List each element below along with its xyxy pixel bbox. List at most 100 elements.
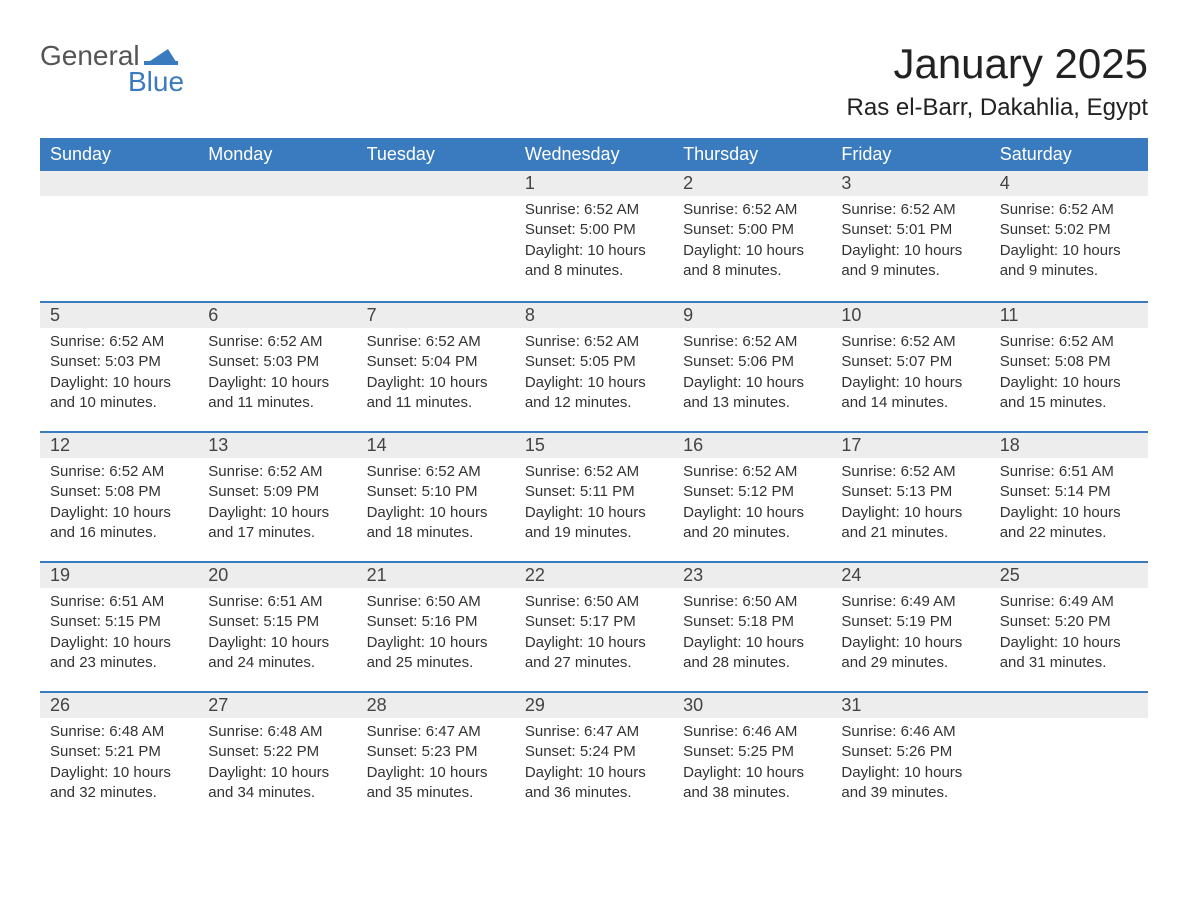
calendar-cell: 21Sunrise: 6:50 AMSunset: 5:16 PMDayligh… [357,561,515,691]
sunset-line: Sunset: 5:11 PM [525,482,663,502]
sunset-line: Sunset: 5:04 PM [367,352,505,372]
day-number: 13 [198,431,356,458]
calendar-cell: 9Sunrise: 6:52 AMSunset: 5:06 PMDaylight… [673,301,831,431]
day-number: 10 [831,301,989,328]
sunset-line: Sunset: 5:03 PM [50,352,188,372]
day-details: Sunrise: 6:52 AMSunset: 5:09 PMDaylight:… [198,458,356,551]
daylight-line: Daylight: 10 hours and 34 minutes. [208,763,346,804]
day-number: 16 [673,431,831,458]
day-number: 1 [515,171,673,196]
sunset-line: Sunset: 5:22 PM [208,742,346,762]
daylight-line: Daylight: 10 hours and 11 minutes. [208,373,346,414]
calendar-cell: 8Sunrise: 6:52 AMSunset: 5:05 PMDaylight… [515,301,673,431]
calendar-week-row: 1Sunrise: 6:52 AMSunset: 5:00 PMDaylight… [40,171,1148,301]
sunrise-line: Sunrise: 6:49 AM [841,592,979,612]
daylight-line: Daylight: 10 hours and 38 minutes. [683,763,821,804]
day-number: 2 [673,171,831,196]
sunset-line: Sunset: 5:03 PM [208,352,346,372]
sunset-line: Sunset: 5:17 PM [525,612,663,632]
sunset-line: Sunset: 5:13 PM [841,482,979,502]
calendar-cell: 25Sunrise: 6:49 AMSunset: 5:20 PMDayligh… [990,561,1148,691]
calendar-cell: 11Sunrise: 6:52 AMSunset: 5:08 PMDayligh… [990,301,1148,431]
daylight-line: Daylight: 10 hours and 23 minutes. [50,633,188,674]
calendar-cell: 28 Sunrise: 6:47 AMSunset: 5:23 PMDayligh… [357,691,515,821]
logo: General Blue [40,40,184,98]
sunrise-line: Sunrise: 6:52 AM [367,462,505,482]
sunset-line: Sunset: 5:24 PM [525,742,663,762]
sunrise-line: Sunrise: 6:48 AM [50,722,188,742]
day-details: Sunrise: 6:52 AMSunset: 5:06 PMDaylight:… [673,328,831,421]
sunrise-line: Sunrise: 6:52 AM [683,200,821,220]
day-number: 21 [357,561,515,588]
weekday-header: Sunday [40,138,198,171]
weekday-header: Thursday [673,138,831,171]
weekday-header: Wednesday [515,138,673,171]
sunrise-line: Sunrise: 6:52 AM [525,200,663,220]
day-details: Sunrise: 6:50 AMSunset: 5:16 PMDaylight:… [357,588,515,681]
sunrise-line: Sunrise: 6:51 AM [50,592,188,612]
daylight-line: Daylight: 10 hours and 11 minutes. [367,373,505,414]
calendar-cell: 10Sunrise: 6:52 AMSunset: 5:07 PMDayligh… [831,301,989,431]
calendar-cell: 4Sunrise: 6:52 AMSunset: 5:02 PMDaylight… [990,171,1148,301]
calendar-cell: 22Sunrise: 6:50 AMSunset: 5:17 PMDayligh… [515,561,673,691]
daylight-line: Daylight: 10 hours and 12 minutes. [525,373,663,414]
sunrise-line: Sunrise: 6:52 AM [841,200,979,220]
sunrise-line: Sunrise: 6:52 AM [367,332,505,352]
sunset-line: Sunset: 5:00 PM [525,220,663,240]
day-number: 12 [40,431,198,458]
day-number: 4 [990,171,1148,196]
calendar-week-row: 19Sunrise: 6:51 AMSunset: 5:15 PMDayligh… [40,561,1148,691]
day-number: 28 [357,691,515,718]
calendar-cell [40,171,198,301]
daylight-line: Daylight: 10 hours and 17 minutes. [208,503,346,544]
daylight-line: Daylight: 10 hours and 14 minutes. [841,373,979,414]
daylight-line: Daylight: 10 hours and 29 minutes. [841,633,979,674]
logo-word-general: General [40,40,140,72]
calendar-week-row: 26Sunrise: 6:48 AMSunset: 5:21 PMDayligh… [40,691,1148,821]
day-details: Sunrise: 6:47 AMSunset: 5:24 PMDaylight:… [515,718,673,811]
day-number: 18 [990,431,1148,458]
sunrise-line: Sunrise: 6:50 AM [683,592,821,612]
daylight-line: Daylight: 10 hours and 15 minutes. [1000,373,1138,414]
day-details: Sunrise: 6:49 AMSunset: 5:19 PMDaylight:… [831,588,989,681]
sunset-line: Sunset: 5:23 PM [367,742,505,762]
sunset-line: Sunset: 5:15 PM [50,612,188,632]
sunrise-line: Sunrise: 6:52 AM [841,462,979,482]
day-details: Sunrise: 6:48 AMSunset: 5:22 PMDaylight:… [198,718,356,811]
calendar-cell: 13Sunrise: 6:52 AMSunset: 5:09 PMDayligh… [198,431,356,561]
calendar-week-row: 12Sunrise: 6:52 AMSunset: 5:08 PMDayligh… [40,431,1148,561]
day-number: 15 [515,431,673,458]
day-number: 3 [831,171,989,196]
day-details: Sunrise: 6:52 AMSunset: 5:00 PMDaylight:… [515,196,673,289]
day-number: 17 [831,431,989,458]
calendar-cell [357,171,515,301]
weekday-header: Saturday [990,138,1148,171]
daylight-line: Daylight: 10 hours and 21 minutes. [841,503,979,544]
day-details: Sunrise: 6:52 AMSunset: 5:05 PMDaylight:… [515,328,673,421]
daylight-line: Daylight: 10 hours and 25 minutes. [367,633,505,674]
day-number: 9 [673,301,831,328]
day-details: Sunrise: 6:52 AMSunset: 5:07 PMDaylight:… [831,328,989,421]
daylight-line: Daylight: 10 hours and 32 minutes. [50,763,188,804]
sunrise-line: Sunrise: 6:52 AM [50,332,188,352]
calendar-cell: 26Sunrise: 6:48 AMSunset: 5:21 PMDayligh… [40,691,198,821]
sunset-line: Sunset: 5:25 PM [683,742,821,762]
calendar-cell: 20Sunrise: 6:51 AMSunset: 5:15 PMDayligh… [198,561,356,691]
sunrise-line: Sunrise: 6:47 AM [367,722,505,742]
daylight-line: Daylight: 10 hours and 28 minutes. [683,633,821,674]
day-number: 14 [357,431,515,458]
weekday-header-row: SundayMondayTuesdayWednesdayThursdayFrid… [40,138,1148,171]
daylight-line: Daylight: 10 hours and 35 minutes. [367,763,505,804]
sunset-line: Sunset: 5:18 PM [683,612,821,632]
daylight-line: Daylight: 10 hours and 8 minutes. [525,241,663,282]
month-title: January 2025 [847,40,1148,88]
header: General Blue January 2025 Ras el-Barr, D… [40,40,1148,122]
sunset-line: Sunset: 5:19 PM [841,612,979,632]
calendar-cell: 17 Sunrise: 6:52 AMSunset: 5:13 PMDayligh… [831,431,989,561]
day-details: Sunrise: 6:52 AMSunset: 5:03 PMDaylight:… [40,328,198,421]
sunset-line: Sunset: 5:16 PM [367,612,505,632]
daylight-line: Daylight: 10 hours and 8 minutes. [683,241,821,282]
day-details: Sunrise: 6:52 AMSunset: 5:08 PMDaylight:… [990,328,1148,421]
sunrise-line: Sunrise: 6:52 AM [208,462,346,482]
day-number: 25 [990,561,1148,588]
